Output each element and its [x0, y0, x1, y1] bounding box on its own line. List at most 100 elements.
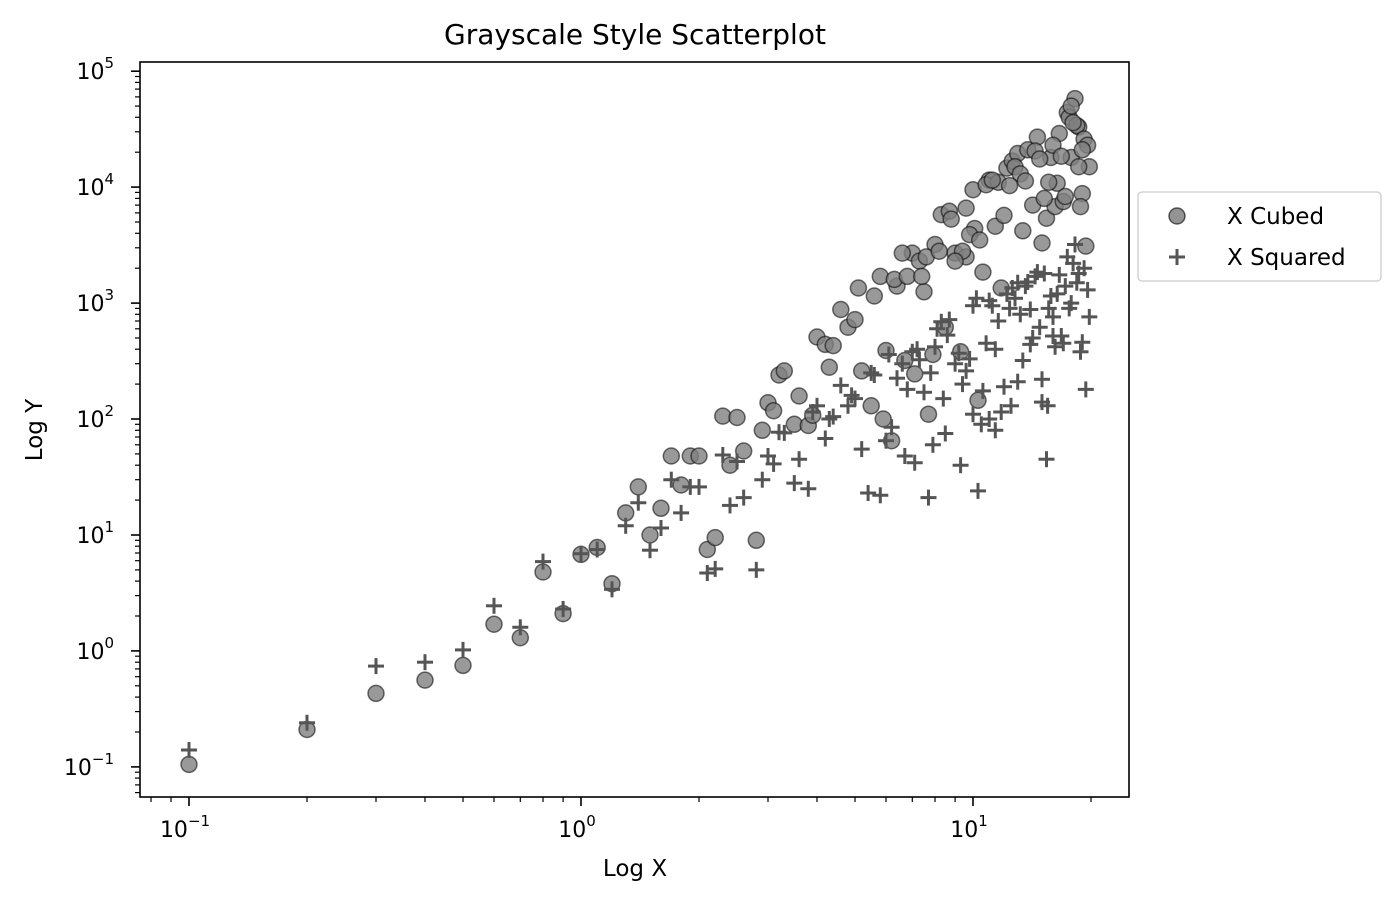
data-point-plus	[754, 471, 771, 488]
data-point-plus	[947, 355, 964, 372]
series-x-cubed	[180, 89, 1099, 774]
data-point-plus	[899, 381, 916, 398]
data-point-circle	[893, 244, 912, 262]
data-point-circle	[1014, 222, 1032, 240]
data-point-circle	[652, 499, 670, 518]
data-point-circle	[915, 283, 933, 301]
data-point-circle	[1035, 189, 1054, 208]
data-point-plus	[555, 601, 572, 617]
data-point-circle	[1037, 209, 1056, 227]
data-point-plus	[950, 345, 967, 362]
data-point-plus	[1049, 285, 1066, 302]
data-point-circle	[1016, 172, 1035, 190]
data-point-circle	[820, 358, 839, 376]
data-point-plus	[1081, 308, 1098, 325]
y-tick-label: 104	[76, 170, 114, 201]
data-point-plus	[809, 397, 825, 414]
data-point-circle	[690, 447, 708, 465]
legend-marker-x-cubed	[1168, 207, 1186, 225]
data-point-circle	[775, 362, 794, 380]
data-point-circle	[832, 300, 850, 319]
data-point-circle	[874, 410, 892, 428]
data-point-plus	[1022, 336, 1039, 353]
data-point-plus	[776, 424, 793, 441]
data-point-plus	[843, 387, 860, 404]
data-point-circle	[180, 755, 198, 774]
data-point-circle	[1039, 173, 1058, 192]
data-point-circle	[1064, 113, 1082, 132]
data-point-circle	[930, 242, 948, 260]
legend-marker-x-squared	[1169, 249, 1185, 265]
data-point-plus	[714, 447, 731, 463]
data-point-plus	[840, 397, 856, 414]
data-point-plus	[735, 489, 752, 506]
data-point-plus	[1034, 371, 1050, 388]
data-point-plus	[791, 451, 808, 468]
data-point-plus	[1031, 319, 1048, 336]
data-point-plus	[987, 422, 1004, 439]
data-point-circle	[662, 447, 681, 465]
legend-box	[1137, 191, 1382, 282]
legend-label-x-squared: X Squared	[1227, 245, 1346, 271]
data-point-plus	[896, 448, 913, 464]
data-point-plus	[937, 425, 954, 442]
data-point-circle	[1069, 157, 1088, 176]
data-point-circle	[764, 401, 783, 420]
y-tick-label: 10−1	[64, 750, 114, 781]
data-point-plus	[974, 382, 991, 399]
data-point-plus	[1001, 300, 1018, 317]
data-point-plus	[922, 364, 939, 381]
plot-frame	[139, 61, 1130, 798]
data-point-plus	[663, 471, 680, 488]
data-point-circle	[629, 478, 648, 496]
data-point-plus	[1055, 335, 1072, 352]
data-point-plus	[486, 597, 502, 614]
data-point-plus	[939, 327, 956, 344]
data-point-plus	[1003, 397, 1019, 414]
y-tick-label: 103	[76, 286, 114, 317]
data-point-circle	[970, 231, 989, 249]
data-point-circle	[905, 365, 924, 383]
data-point-plus	[535, 553, 551, 570]
data-point-circle	[1071, 197, 1090, 216]
data-point-plus	[1040, 300, 1057, 317]
data-point-circle	[919, 405, 938, 423]
data-point-plus	[691, 478, 707, 495]
data-point-plus	[906, 454, 923, 471]
data-point-plus	[958, 362, 975, 379]
data-point-circle	[1077, 237, 1095, 255]
chart-title: Grayscale Style Scatterplot	[444, 18, 826, 51]
data-point-circle	[865, 287, 884, 305]
data-point-plus	[1061, 300, 1078, 317]
data-point-plus	[630, 494, 647, 511]
data-point-plus	[981, 411, 998, 427]
data-point-plus	[909, 341, 926, 358]
data-point-circle	[454, 656, 472, 675]
data-point-plus	[800, 480, 817, 497]
data-point-plus	[642, 542, 658, 559]
data-point-plus	[673, 504, 690, 521]
data-point-plus	[786, 475, 803, 492]
data-point-plus	[1045, 308, 1061, 325]
data-point-plus	[417, 654, 433, 671]
data-point-plus	[821, 411, 838, 427]
plot-area: 10−1 100 101 10−1 100 101 102 103 104 105	[64, 54, 1130, 843]
x-axis-label: Log X	[603, 856, 667, 882]
data-point-plus	[1065, 255, 1082, 272]
data-point-plus	[878, 432, 894, 449]
data-point-plus	[722, 497, 738, 514]
data-point-plus	[729, 453, 745, 470]
data-point-circle	[1033, 234, 1051, 252]
data-point-plus	[653, 520, 669, 536]
data-points	[180, 89, 1099, 774]
data-point-plus	[860, 485, 877, 501]
data-point-circle	[898, 267, 917, 286]
data-point-plus	[880, 346, 897, 363]
data-point-circle	[983, 171, 1002, 189]
data-point-plus	[1036, 265, 1053, 282]
data-point-plus	[1012, 306, 1029, 323]
data-point-plus	[935, 390, 952, 407]
data-point-plus	[952, 457, 969, 474]
y-tick-label: 102	[76, 402, 114, 433]
data-point-plus	[853, 441, 870, 458]
